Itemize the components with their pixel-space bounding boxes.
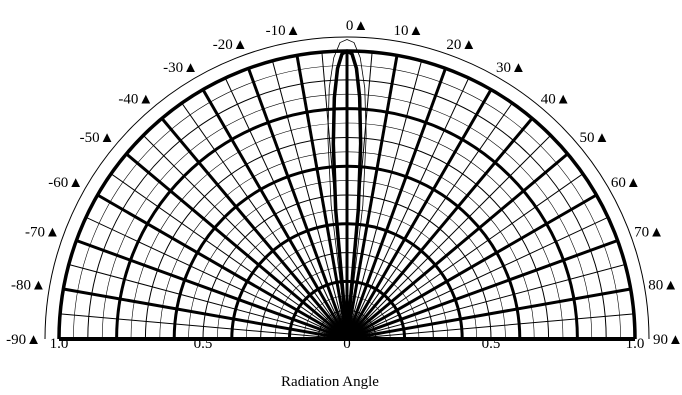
grid-spoke	[271, 60, 348, 340]
grid-spoke	[224, 77, 348, 340]
grid-spoke	[295, 55, 349, 340]
radial-tick-labels: 1.0 0.5 0 0.5 1.0	[50, 336, 645, 352]
angle-tick-label: 40▲	[541, 92, 571, 108]
radial-tick-label: 0.5	[194, 336, 213, 352]
grid-spoke	[181, 102, 348, 340]
grid-spoke	[68, 263, 348, 340]
radial-tick-label: 0.5	[482, 336, 501, 352]
grid-spoke	[247, 67, 349, 340]
series-envelope	[327, 39, 367, 340]
radial-tick-label: 1.0	[50, 336, 69, 352]
angle-tick-label: -30▲	[163, 60, 198, 76]
angle-tick-label: 10▲	[394, 23, 424, 39]
grid-spoke	[346, 313, 634, 340]
grid-spoke	[346, 77, 470, 340]
series-line	[331, 49, 363, 341]
grid-spoke	[346, 193, 598, 341]
grid-spoke	[201, 88, 349, 340]
angle-tick-label: 20▲	[446, 37, 476, 53]
angle-tick-label: -90▲	[6, 332, 41, 348]
series-layer	[327, 39, 367, 341]
angle-tick-label: -70▲	[25, 225, 60, 241]
angle-tick-label: -60▲	[48, 175, 83, 191]
grid-spoke	[346, 173, 584, 340]
angle-tick-labels: -90▲ -80▲ -70▲ -60▲ -50▲ -40▲ -30▲ -20▲ -10▲ 0▲ 10…	[6, 18, 682, 348]
polar-grid	[44, 36, 650, 341]
grid-spoke	[345, 55, 399, 340]
angle-tick-label: 80▲	[648, 278, 678, 294]
grid-spoke	[346, 263, 626, 340]
grid-spoke	[346, 60, 423, 340]
radial-tick-label: 0	[343, 336, 351, 352]
angle-tick-label: 70▲	[634, 225, 664, 241]
grid-spoke	[345, 88, 493, 340]
angle-tick-label: -20▲	[213, 37, 248, 53]
grid-spoke	[346, 287, 631, 341]
grid-spoke	[346, 134, 552, 340]
grid-spoke	[142, 134, 348, 340]
grid-spoke	[85, 216, 348, 340]
grid-spoke	[110, 173, 348, 340]
grid-spoke	[345, 67, 447, 340]
grid-spoke	[346, 216, 609, 340]
radial-tick-label: 1.0	[626, 336, 645, 352]
angle-tick-label: -80▲	[11, 278, 46, 294]
angle-tick-label: -40▲	[118, 92, 153, 108]
outer-frame-arc	[44, 36, 650, 340]
angle-tick-label: -50▲	[80, 130, 115, 146]
grid-spoke	[96, 193, 348, 341]
grid-spoke	[346, 102, 513, 340]
grid-spoke	[75, 239, 348, 341]
angle-tick-label: -10▲	[266, 23, 301, 39]
angle-tick-label: 60▲	[611, 175, 641, 191]
grid-spoke	[125, 152, 348, 341]
angle-tick-label: 0▲	[346, 18, 368, 34]
grid-spoke	[346, 239, 619, 341]
grid-spoke	[345, 117, 534, 340]
grid-spoke	[160, 117, 349, 340]
grid-spoke	[60, 313, 348, 340]
x-axis-title: Radiation Angle	[281, 374, 379, 390]
angle-tick-label: 50▲	[580, 130, 610, 146]
grid-spoke	[63, 287, 348, 341]
angle-tick-label: 30▲	[496, 60, 526, 76]
grid-spoke	[346, 152, 569, 341]
angle-tick-label: 90▲	[653, 332, 682, 348]
